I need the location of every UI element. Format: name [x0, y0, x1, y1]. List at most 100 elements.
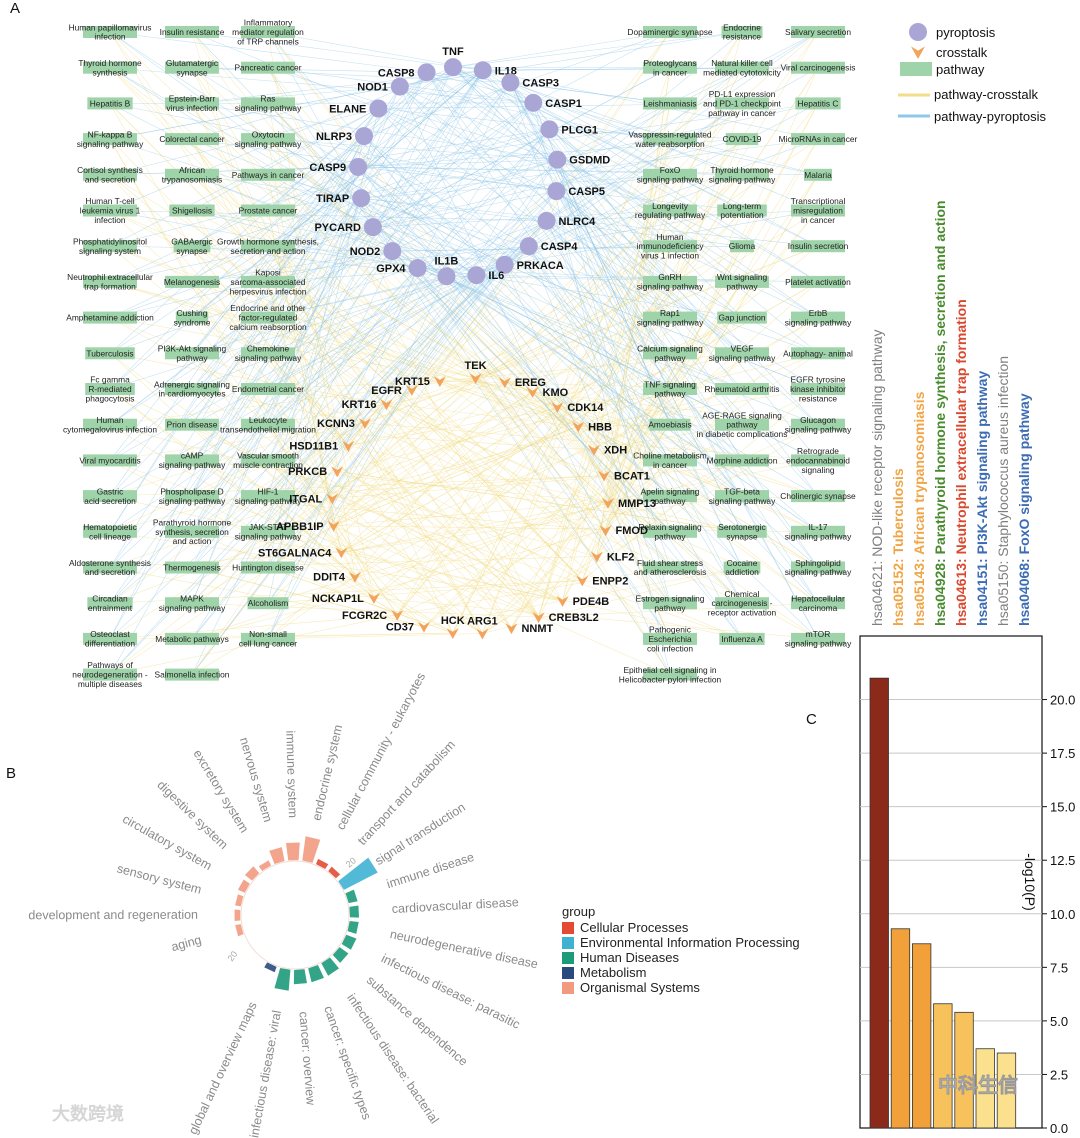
text-line: R-mediated	[88, 384, 132, 394]
category-label: global and overview maps	[186, 1000, 260, 1137]
edge-pathway-crosstalk	[267, 245, 505, 383]
edge-pathway-pyroptosis	[191, 31, 483, 71]
text-line: Hepatitis B	[90, 98, 131, 108]
text-line: signaling pathway	[785, 639, 852, 649]
edge-pathway-pyroptosis	[504, 264, 743, 568]
text-line: differentiation	[85, 639, 135, 649]
text-line: Gastric	[97, 486, 124, 496]
pathway-label: Gap junction	[718, 313, 765, 323]
legend-crosstalk-label: crosstalk	[936, 45, 988, 60]
text-line: Endocrine	[723, 22, 761, 32]
text-line: endocannabinoid	[786, 455, 850, 465]
pathway-label: Relaxin signaling pathway	[638, 522, 702, 541]
text-line: Choline metabolism	[633, 451, 707, 461]
crosstalk-node	[572, 421, 585, 433]
edge-pathway-pyroptosis	[363, 135, 671, 461]
pathway-node	[165, 668, 219, 681]
pathway-label: Phosphatidylinositol signaling system	[73, 237, 147, 256]
edge-pathway-crosstalk	[386, 403, 671, 497]
text-line: A	[10, 0, 20, 17]
edge-pathway-pyroptosis	[109, 102, 534, 425]
edge-pathway-crosstalk	[191, 567, 425, 627]
edge-pathway-crosstalk	[109, 317, 533, 393]
text-line: Oxytocin	[252, 129, 285, 139]
edge-pathway-crosstalk	[191, 377, 476, 497]
scale-label: 20	[225, 949, 239, 963]
edge-pathway-crosstalk	[397, 31, 743, 615]
pathway-node	[85, 383, 135, 395]
text-line: Phosphatidylinositol	[73, 237, 147, 247]
panel-label-b: B	[6, 765, 16, 782]
crosstalk-node	[380, 399, 393, 411]
text-line: and PD-1 checkpoint	[703, 98, 781, 108]
edge-pathway-pyroptosis	[504, 103, 743, 266]
edge-pathway-pyroptosis	[417, 267, 671, 640]
pathway-node	[165, 418, 219, 431]
pathway-node	[791, 240, 845, 253]
pathway-label: Leukocyte transendothelial migration	[220, 415, 316, 434]
text-line: African	[179, 165, 205, 175]
pathway-node	[83, 204, 137, 217]
pathway-node	[719, 632, 765, 645]
edge-pathway-pyroptosis	[452, 66, 743, 176]
text-line: carcinogenesis -	[712, 598, 773, 608]
text-line: synthesis	[93, 67, 128, 77]
text-line: pathway	[654, 603, 686, 613]
pathway-node	[165, 561, 219, 574]
group-legend-title: group	[562, 904, 595, 919]
pathway-label: Insulin secretion	[788, 241, 849, 251]
legend-pathway-crosstalk-label: pathway-crosstalk	[934, 87, 1039, 102]
pathway-node	[791, 597, 845, 610]
text-line: Prion disease	[167, 420, 218, 430]
text-line: Pancreatic cancer	[234, 63, 301, 73]
edge-pathway-pyroptosis	[357, 166, 743, 532]
text-line: synapse	[176, 246, 208, 256]
text-line: kinase inhibitor	[790, 384, 846, 394]
category-label: hsa04068: FoxO signaling pathway	[1016, 393, 1032, 626]
text-line: pathway	[654, 532, 686, 542]
crosstalk-gene-label: NCKAP1L	[312, 593, 364, 605]
pathway-label: Pathways in cancer	[232, 170, 305, 180]
text-line: 20	[344, 855, 358, 869]
edge-pathway-crosstalk	[109, 138, 375, 598]
pathway-node	[643, 240, 697, 253]
edge-pathway-pyroptosis	[361, 174, 671, 199]
crosstalk-gene-label: APBB1IP	[276, 521, 324, 533]
crosstalk-node	[367, 593, 380, 604]
crosstalk-gene-label: KCNN3	[317, 418, 355, 430]
pyroptosis-node	[349, 157, 368, 176]
scale-label: 20	[344, 855, 358, 869]
edge-pathway-crosstalk	[341, 281, 819, 553]
text-line: Thyroid hormone	[710, 165, 774, 175]
pathway-label: Calcium signaling pathway	[637, 344, 703, 363]
panel-label-c: C	[806, 711, 817, 728]
text-line: Transcriptional	[791, 196, 846, 206]
pyroptosis-node	[524, 93, 543, 112]
text-line: VEGF	[731, 344, 754, 354]
crosstalk-gene-label: XDH	[604, 445, 627, 457]
text-line: Environmental Information Processing	[580, 935, 800, 950]
text-line: pathway	[726, 420, 758, 430]
pathway-label: PI3K-Akt signaling pathway	[158, 344, 227, 363]
edge-pathway-crosstalk	[532, 174, 743, 393]
bar	[975, 1048, 995, 1129]
edge-pathway-pyroptosis	[267, 264, 505, 318]
pathway-label: AGE-RAGE signaling pathway in diabetic com…	[697, 410, 788, 439]
pathway-node	[791, 347, 845, 360]
edge-pathway-crosstalk	[191, 632, 453, 640]
text-line: carcinoma	[799, 603, 838, 613]
edge-pathway-pyroptosis	[191, 198, 362, 390]
text-line: in cancer	[653, 67, 687, 77]
text-line: signaling pathway	[785, 424, 852, 434]
text-line: signaling pathway	[709, 496, 776, 506]
edge-pathway-crosstalk	[386, 403, 671, 640]
edge-pathway-crosstalk	[109, 381, 505, 640]
crosstalk-node	[532, 612, 545, 624]
pathway-node	[715, 383, 769, 395]
text-line: Calcium signaling	[637, 344, 703, 354]
text-line: Leukocyte	[249, 415, 288, 425]
pathway-node	[241, 26, 295, 38]
crosstalk-node	[335, 547, 348, 559]
y-axis-label: -log10(P)	[1022, 853, 1038, 911]
pathway-label: mTOR signaling pathway	[785, 629, 852, 648]
